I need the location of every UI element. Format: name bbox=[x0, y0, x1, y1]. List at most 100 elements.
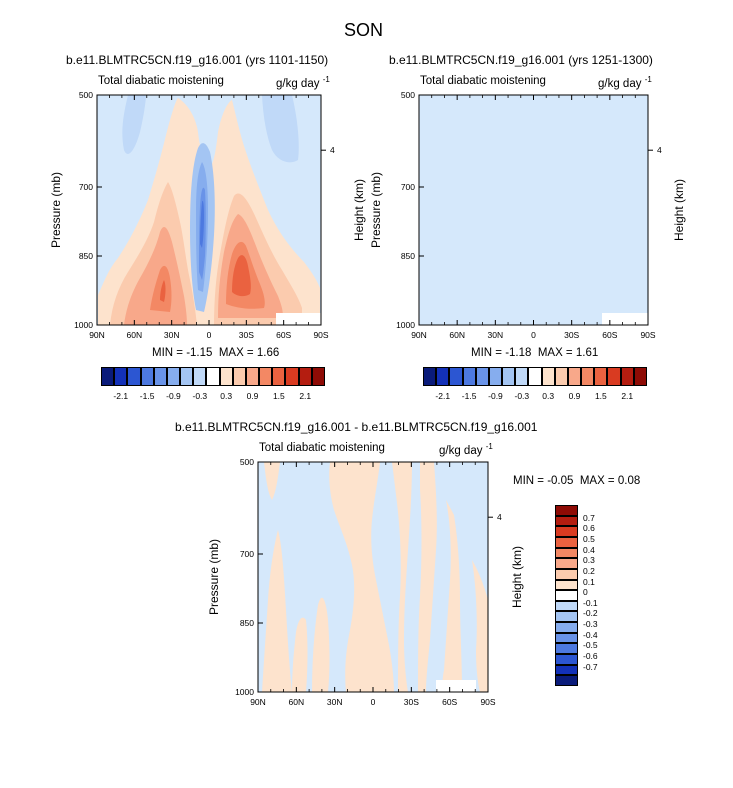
panel1-colorbar-box bbox=[153, 367, 167, 386]
panel3-missing-data bbox=[436, 680, 476, 692]
panel2-colorbar-box bbox=[436, 367, 450, 386]
panel1-xtick-label: 60N bbox=[127, 330, 143, 340]
panel3-colorbar-box bbox=[555, 632, 578, 644]
panel2-xtick-label: 90S bbox=[640, 330, 655, 340]
panel3-stats: MIN = -0.05 MAX = 0.08 bbox=[513, 475, 641, 487]
panel3-ytick-label: 700 bbox=[240, 549, 254, 559]
panel1-colorbar-label: -2.1 bbox=[113, 391, 129, 401]
panel1-colorbar-label: -0.3 bbox=[192, 391, 208, 401]
panel1-contour-blue-upper-right bbox=[262, 95, 299, 163]
panel3-colorbar-box bbox=[555, 526, 578, 537]
panel3-colorbar-label: -0.2 bbox=[583, 608, 598, 619]
panel3-contour-positive-b bbox=[292, 617, 308, 692]
panel3-variable-label: Total diabatic moistening bbox=[259, 442, 385, 454]
panel3-colorbar-label: 0.7 bbox=[583, 512, 595, 523]
panel2-ytick-label: 500 bbox=[401, 90, 415, 100]
panel3-colorbar-box bbox=[555, 547, 578, 559]
panel3-contour-positive-h bbox=[264, 462, 280, 500]
panel2-colorbar-box bbox=[462, 367, 476, 386]
panel3-colorbar-box bbox=[555, 664, 578, 676]
panel1-xtick-label: 30S bbox=[239, 330, 254, 340]
panel1-xtick-label: 90S bbox=[313, 330, 328, 340]
panel2-colorbar-box bbox=[475, 367, 489, 386]
panel2-plot-background bbox=[419, 95, 648, 325]
panel2-xtick-label: 60N bbox=[449, 330, 465, 340]
panel2-colorbar-box bbox=[633, 367, 647, 386]
panel2-colorbar-label: 2.1 bbox=[621, 391, 634, 401]
panel3-colorbar-label: 0.5 bbox=[583, 533, 595, 544]
panel2-ytick-label: 700 bbox=[401, 182, 415, 192]
panel1-variable-label: Total diabatic moistening bbox=[98, 75, 224, 87]
panel1-stats: MIN = -1.15 MAX = 1.66 bbox=[152, 347, 280, 359]
panel2-xtick-label: 60S bbox=[602, 330, 617, 340]
panel1-missing-data bbox=[276, 313, 321, 325]
panel3-colorbar-box bbox=[555, 600, 578, 612]
panel1-units-label: g/kg day -1 bbox=[276, 75, 330, 90]
panel1-colorbar-label: -1.5 bbox=[139, 391, 155, 401]
panel1-contour-blue-level4 bbox=[200, 200, 204, 248]
panel3-colorbar-box bbox=[555, 622, 578, 633]
panel3-colorbar-label: 0.3 bbox=[583, 555, 595, 566]
panel1-colorbar-box bbox=[232, 367, 246, 386]
panel3-contour-positive-g bbox=[442, 500, 462, 692]
panel1-colorbar-box bbox=[166, 367, 181, 386]
panel1-colorbar-box bbox=[298, 367, 312, 386]
panel2-stats: MIN = -1.18 MAX = 1.61 bbox=[471, 347, 599, 359]
panel1-xtick-label: 30N bbox=[164, 330, 180, 340]
panel2-colorbar-label: 1.5 bbox=[594, 391, 607, 401]
panel1-colorbar-box bbox=[272, 367, 286, 386]
panel2-colorbar-box bbox=[554, 367, 568, 386]
panel3-contour-positive-f bbox=[418, 462, 437, 692]
panel2-colorbar-box bbox=[528, 367, 542, 386]
panel1-colorbar-label: 0.3 bbox=[220, 391, 233, 401]
panel2-colorbar-label: -2.1 bbox=[435, 391, 451, 401]
panel1-colorbar-box bbox=[245, 367, 260, 386]
panel3-colorbar-label: 0.1 bbox=[583, 576, 595, 587]
panel3-title: b.e11.BLMTRC5CN.f19_g16.001 - b.e11.BLMT… bbox=[175, 420, 538, 434]
panel2-colorbar-label: -1.5 bbox=[461, 391, 477, 401]
panel2-colorbar-box bbox=[581, 367, 595, 386]
panel2-colorbar-label: 0.3 bbox=[542, 391, 555, 401]
panel1-xtick-label: 0 bbox=[207, 330, 212, 340]
panel1-ytick-label: 500 bbox=[79, 90, 93, 100]
panel3-colorbar-box bbox=[555, 568, 578, 580]
panel2-colorbar-box bbox=[423, 367, 437, 386]
panel1-title: b.e11.BLMTRC5CN.f19_g16.001 (yrs 1101-11… bbox=[66, 53, 329, 67]
panel3-colorbar-label: -0.6 bbox=[583, 651, 598, 662]
panel3-colorbar-label: -0.4 bbox=[583, 629, 598, 640]
panel2-colorbar-box bbox=[607, 367, 621, 386]
panel3-ytick-label: 500 bbox=[240, 457, 254, 467]
panel3-xtick-label: 90S bbox=[480, 697, 495, 707]
panel3-xtick-label: 60S bbox=[442, 697, 457, 707]
panel3-colorbar-label: -0.3 bbox=[583, 619, 598, 630]
panel1-contour-red-level4 bbox=[150, 265, 172, 312]
panel3-y2tick-label: 4 bbox=[497, 512, 502, 522]
panel3-xtick-label: 60N bbox=[289, 697, 305, 707]
panel2-colorbar-box bbox=[594, 367, 608, 386]
panel1-colorbar-box bbox=[285, 367, 299, 386]
panel3-colorbar-label: 0.4 bbox=[583, 544, 595, 555]
panel3-colorbar-label: -0.1 bbox=[583, 597, 598, 608]
panel3-colorbar-box bbox=[555, 515, 578, 527]
panel1-xtick-label: 60S bbox=[276, 330, 291, 340]
panel3-colorbar-box bbox=[555, 675, 578, 686]
panel2-colorbar-box bbox=[620, 367, 634, 386]
panel1-colorbar-box bbox=[311, 367, 325, 386]
panel2-colorbar-label: -0.3 bbox=[514, 391, 530, 401]
panel1-colorbar-box bbox=[219, 367, 233, 386]
panel3-xtick-label: 30N bbox=[327, 697, 343, 707]
panel1-colorbar-box bbox=[101, 367, 115, 386]
panel3-colorbar-label: 0.6 bbox=[583, 523, 595, 534]
panel3-xtick-label: 90N bbox=[250, 697, 266, 707]
panel3-colorbar-box bbox=[555, 611, 578, 623]
panel1-y2tick-label: 4 bbox=[330, 145, 335, 155]
panel3-y2label: Height (km) bbox=[510, 546, 524, 609]
panel2-colorbar-box bbox=[449, 367, 463, 386]
panel3-contour-positive-d bbox=[329, 462, 394, 692]
panel3-ticks: 90N 60N 30N 0 30S 60S 90S 500 700 850 1000 4 bbox=[235, 457, 502, 707]
panel2-colorbar-box bbox=[567, 367, 582, 386]
panel2-units-label: g/kg day -1 bbox=[598, 75, 652, 90]
panel2-xtick-label: 90N bbox=[411, 330, 427, 340]
panel3-ytick-label: 850 bbox=[240, 618, 254, 628]
